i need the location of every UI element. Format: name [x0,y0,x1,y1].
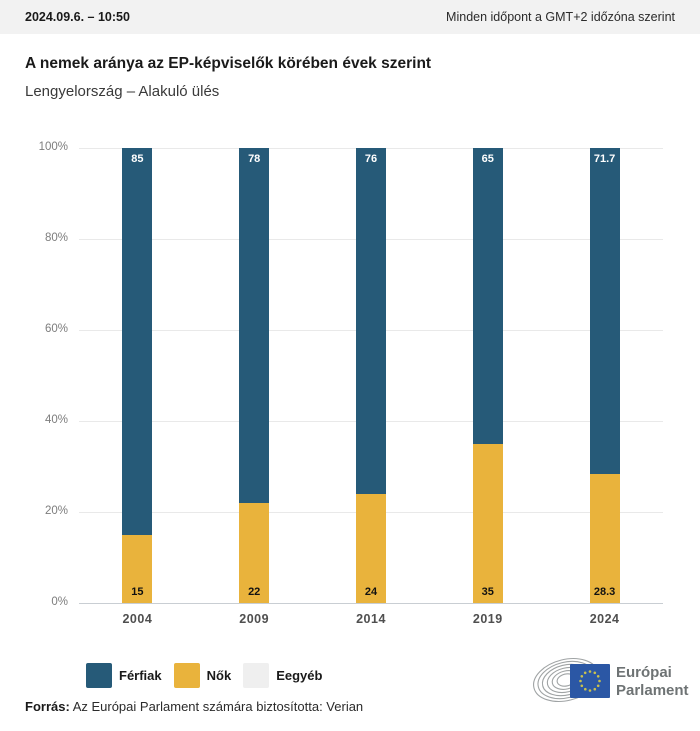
bar-value-women: 24 [364,586,378,598]
legend-label: Eegyéb [276,668,323,683]
header-bar: 2024.09.6. – 10:50 Minden időpont a GMT+… [0,0,700,34]
y-axis-tick-label: 60% [44,323,68,335]
source-note: Forrás: Az Európai Parlament számára biz… [25,699,363,714]
bar-segment-women [472,443,503,603]
legend-label: Nők [206,668,232,683]
bar-segment-men [239,148,270,503]
european-parliament-logo: Európai Parlament [533,658,689,702]
x-axis-tick-label: 2014 [356,612,386,626]
bar-value-women: 35 [481,586,494,598]
y-axis-tick-label: 100% [38,141,68,153]
logo-text-line1: Európai [616,664,672,681]
source-label: Forrás: [25,699,70,714]
bar-value-women: 28.3 [593,586,616,598]
logo-text-line2: Parlament [616,682,689,699]
header-timezone-note: Minden időpont a GMT+2 időzóna szerint [446,10,675,24]
y-axis-tick-label: 40% [44,414,68,426]
source-text: Az Európai Parlament számára biztosított… [69,699,364,714]
bar-value-women: 15 [131,586,144,598]
y-axis-tick-label: 20% [44,505,68,517]
bar-value-men: 78 [248,153,261,165]
bar-segment-women [239,502,270,603]
bar-value-men: 76 [364,153,378,165]
legend-item: Nők [173,663,232,688]
chart-subtitle: Lengyelország – Alakuló ülés [25,83,220,100]
y-axis-tick-label: 80% [44,232,68,244]
bar-segment-women [589,474,620,603]
legend-swatch [243,663,270,688]
bar-segment-men [122,148,153,535]
bar-value-men: 65 [481,153,494,165]
header-datetime: 2024.09.6. – 10:50 [25,10,130,24]
legend-item: Férfiak [86,663,162,688]
x-axis-tick-label: 2024 [589,612,620,626]
bar-segment-men [589,148,620,475]
legend-swatch [86,663,112,688]
legend-swatch [173,663,200,688]
legend-item: Eegyéb [243,663,322,688]
chart-legend: Férfiak Nők Eegyéb [86,663,334,688]
bar-segment-men [472,148,503,444]
x-axis-tick-label: 2019 [472,612,503,626]
eu-flag-icon [570,664,610,698]
chart-title: A nemek aránya az EP-képviselők körében … [25,55,432,72]
bar-segment-men [356,148,386,494]
bar-value-men: 71.7 [593,153,616,165]
bar-value-men: 85 [131,153,144,165]
y-axis-tick-label: 0% [51,596,68,608]
x-axis-tick-label: 2004 [122,612,153,626]
bar-segment-women [122,534,153,603]
x-axis-line [79,603,663,604]
bar-value-women: 22 [248,586,261,598]
legend-label: Férfiak [119,668,162,683]
x-axis-tick-label: 2009 [239,612,270,626]
bar-segment-women [356,493,386,603]
